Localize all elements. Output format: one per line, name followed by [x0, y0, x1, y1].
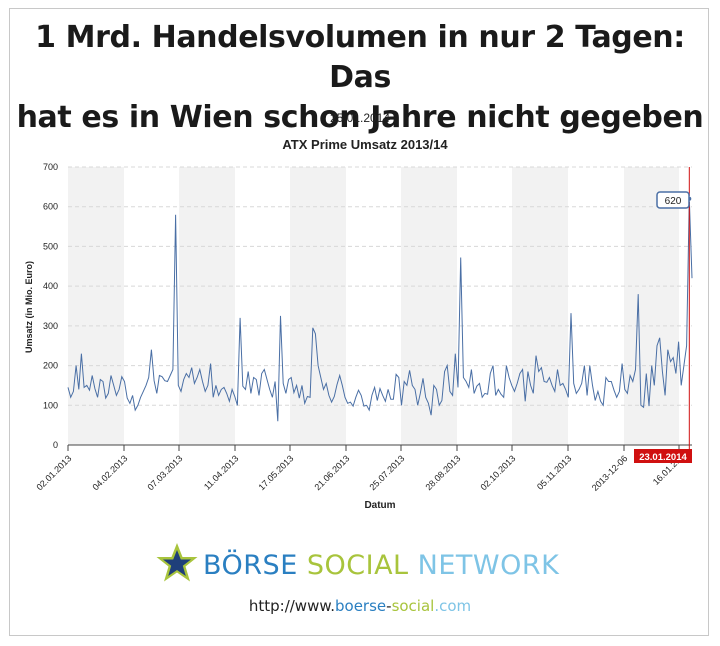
url-boerse: boerse: [335, 597, 387, 615]
y-tick-label: 200: [43, 361, 58, 371]
value-tooltip-label: 620: [665, 196, 682, 207]
x-axis-label: Datum: [364, 500, 395, 511]
logo-word-network: NETWORK: [417, 550, 560, 581]
y-axis: 0 100 200 300 400 500 600 700: [43, 162, 58, 450]
website-url[interactable]: http://www.boerse-social.com: [0, 597, 720, 615]
y-axis-label: Umsatz (in Mio. Euro): [24, 261, 34, 353]
y-tick-label: 100: [43, 400, 58, 410]
y-tick-label: 500: [43, 241, 58, 251]
value-tooltip-box: [656, 191, 690, 209]
url-social: social: [391, 597, 435, 615]
x-tick-label: 11.04.2013: [202, 453, 240, 491]
headline-line-1: 1 Mrd. Handelsvolumen in nur 2 Tagen: Da…: [35, 20, 685, 95]
band: [512, 167, 568, 445]
turnover-chart: ATX Prime Umsatz 2013/14 0 100 200 300 400 50…: [24, 137, 693, 511]
url-suffix: .com: [434, 597, 472, 615]
url-prefix: http://www.: [248, 597, 335, 615]
headline: 1 Mrd. Handelsvolumen in nur 2 Tagen: Da…: [0, 18, 720, 138]
logo-word-social: SOCIAL: [306, 550, 409, 581]
url-dash: -: [386, 597, 392, 615]
x-tick-label: 04.02.2013: [90, 453, 129, 492]
y-tick-label: 700: [43, 162, 58, 172]
x-tick-label: 28.08.2013: [423, 453, 462, 492]
logo: BÖRSE SOCIAL NETWORK: [155, 540, 575, 590]
y-tick-label: 0: [53, 440, 58, 450]
band: [68, 167, 124, 445]
band: [624, 167, 679, 445]
alternating-bands: [68, 167, 679, 445]
band: [290, 167, 346, 445]
logo-word-boerse: BÖRSE: [203, 550, 298, 581]
star-icon: [156, 543, 198, 582]
x-tick-label: 2013-12-06: [590, 453, 630, 493]
x-tick-label: 07.03.2013: [145, 453, 184, 492]
publish-date: 25.01.2014: [329, 111, 391, 125]
logo-text: BÖRSE SOCIAL NETWORK: [203, 550, 559, 581]
x-tick-label: 21.06.2013: [312, 453, 351, 492]
x-tick-label: 25.07.2013: [367, 453, 406, 492]
image-frame: [9, 8, 709, 636]
band: [401, 167, 457, 445]
x-tick-label: 02.10.2013: [478, 453, 517, 492]
y-tick-label: 400: [43, 281, 58, 291]
x-tick-label: 17.05.2013: [256, 453, 295, 492]
x-tick-label: 02.01.2013: [34, 453, 73, 492]
date-tooltip-box: [634, 449, 692, 463]
x-tick-label: 05.11.2013: [535, 453, 573, 491]
highlight-marker: 620 23.01.2014: [634, 167, 693, 463]
gridlines: [68, 166, 692, 406]
band: [179, 167, 235, 445]
x-axis: 02.01.2013 04.02.2013 07.03.2013 11.04.2013…: [34, 444, 692, 493]
y-tick-label: 600: [43, 202, 58, 212]
headline-line-2: hat es in Wien schon Jahre nicht gegeben: [16, 100, 704, 135]
y-tick-label: 300: [43, 321, 58, 331]
date-tooltip-label: 23.01.2014: [639, 452, 687, 463]
series-line: [67, 198, 693, 422]
chart-title: ATX Prime Umsatz 2013/14: [282, 137, 448, 152]
